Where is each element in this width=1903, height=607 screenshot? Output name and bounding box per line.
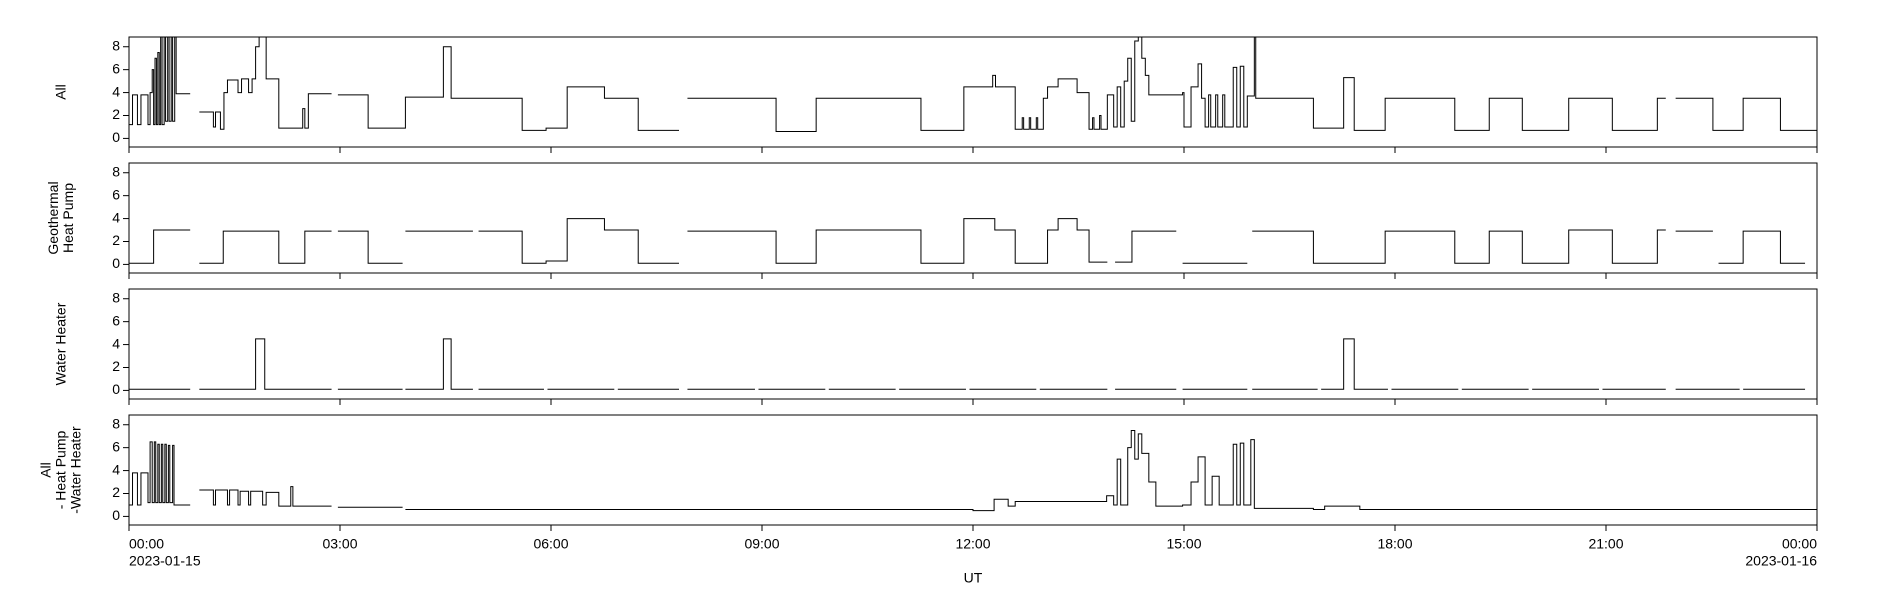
x-tick-label: 06:00 — [533, 536, 568, 552]
x-date-label: 2023-01-15 — [129, 553, 201, 569]
y-axis-label: Heat Pump — [60, 183, 76, 253]
data-line — [1321, 338, 1388, 390]
x-tick-label: 18:00 — [1377, 536, 1412, 552]
y-tick-label: 8 — [112, 37, 120, 53]
y-tick-label: 0 — [112, 255, 120, 271]
y-tick-label: 6 — [112, 312, 120, 328]
data-line — [129, 37, 191, 126]
data-line — [199, 37, 332, 130]
y-tick-label: 2 — [112, 358, 120, 374]
data-line — [199, 338, 332, 390]
data-line — [199, 230, 332, 264]
y-axis-label: -Water Heater — [68, 426, 84, 514]
plot-frame — [128, 288, 1818, 400]
data-line — [405, 338, 473, 390]
data-line — [129, 229, 191, 264]
y-tick-label: 8 — [112, 163, 120, 179]
x-axis-label: UT — [964, 570, 983, 586]
x-tick-label: 00:00 — [1782, 536, 1817, 552]
y-tick-label: 0 — [112, 381, 120, 397]
x-date-label: 2023-01-16 — [1745, 553, 1817, 569]
y-tick-label: 2 — [112, 232, 120, 248]
data-line — [1115, 230, 1177, 263]
data-line — [405, 429, 1817, 512]
y-axis-label: Geothermal — [45, 181, 61, 254]
y-tick-label: 8 — [112, 415, 120, 431]
data-line — [129, 441, 191, 506]
y-axis-label: All — [53, 84, 69, 100]
y-tick-label: 6 — [112, 438, 120, 454]
plot-frame — [128, 162, 1818, 274]
x-tick-label: 15:00 — [1166, 536, 1201, 552]
data-line — [337, 230, 403, 264]
y-axis-label: All — [38, 462, 54, 478]
data-line — [199, 486, 332, 507]
x-tick-label: 12:00 — [955, 536, 990, 552]
data-line — [478, 218, 680, 264]
data-line — [1675, 97, 1817, 132]
y-tick-label: 4 — [112, 335, 120, 351]
y-tick-label: 4 — [112, 209, 120, 225]
y-axis-label: - Heat Pump — [53, 430, 69, 509]
y-tick-label: 2 — [112, 106, 120, 122]
y-tick-label: 6 — [112, 60, 120, 76]
y-tick-label: 4 — [112, 83, 120, 99]
data-line — [337, 46, 680, 131]
y-tick-label: 0 — [112, 507, 120, 523]
y-tick-label: 8 — [112, 289, 120, 305]
y-tick-label: 6 — [112, 186, 120, 202]
x-tick-label: 09:00 — [744, 536, 779, 552]
data-line — [1252, 229, 1666, 264]
x-tick-label: 00:00 — [129, 536, 164, 552]
x-tick-label: 03:00 — [322, 536, 357, 552]
plot-frame — [128, 414, 1818, 526]
data-line — [687, 37, 1666, 133]
y-tick-label: 4 — [112, 461, 120, 477]
data-line — [1718, 230, 1806, 264]
y-tick-label: 0 — [112, 129, 120, 145]
y-tick-label: 2 — [112, 484, 120, 500]
y-axis-label: Water Heater — [53, 302, 69, 385]
data-line — [687, 218, 1108, 264]
x-tick-label: 21:00 — [1588, 536, 1623, 552]
